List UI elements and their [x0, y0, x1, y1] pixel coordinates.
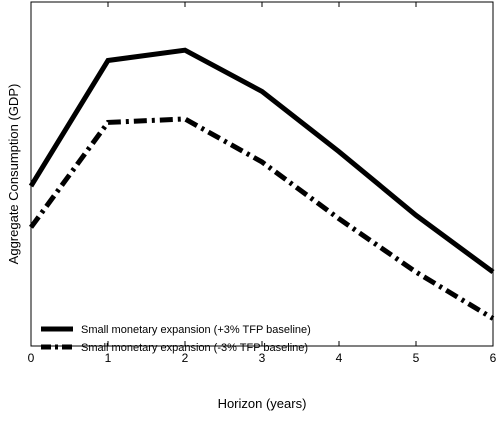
x-tick-label: 1: [105, 351, 112, 365]
y-axis-label: Aggregate Consumption (GDP): [6, 84, 21, 265]
x-axis-label: Horizon (years): [218, 396, 307, 411]
series-line-2: [28, 116, 495, 321]
series-layer: [28, 47, 495, 321]
x-tick-label: 2: [182, 351, 189, 365]
legend: Small monetary expansion (+3% TFP baseli…: [41, 324, 311, 354]
x-tick-label: 6: [490, 351, 497, 365]
legend-label-1: Small monetary expansion (+3% TFP baseli…: [81, 324, 311, 336]
series-line-1: [28, 47, 495, 275]
x-tick-label: 0: [28, 351, 35, 365]
legend-label-2: Small monetary expansion (-3% TFP baseli…: [81, 342, 308, 354]
x-tick-label: 3: [259, 351, 266, 365]
x-tick-layer: 0 1 2 3 4 5 6: [28, 2, 497, 365]
x-tick-label: 4: [336, 351, 343, 365]
x-tick-label: 5: [413, 351, 420, 365]
